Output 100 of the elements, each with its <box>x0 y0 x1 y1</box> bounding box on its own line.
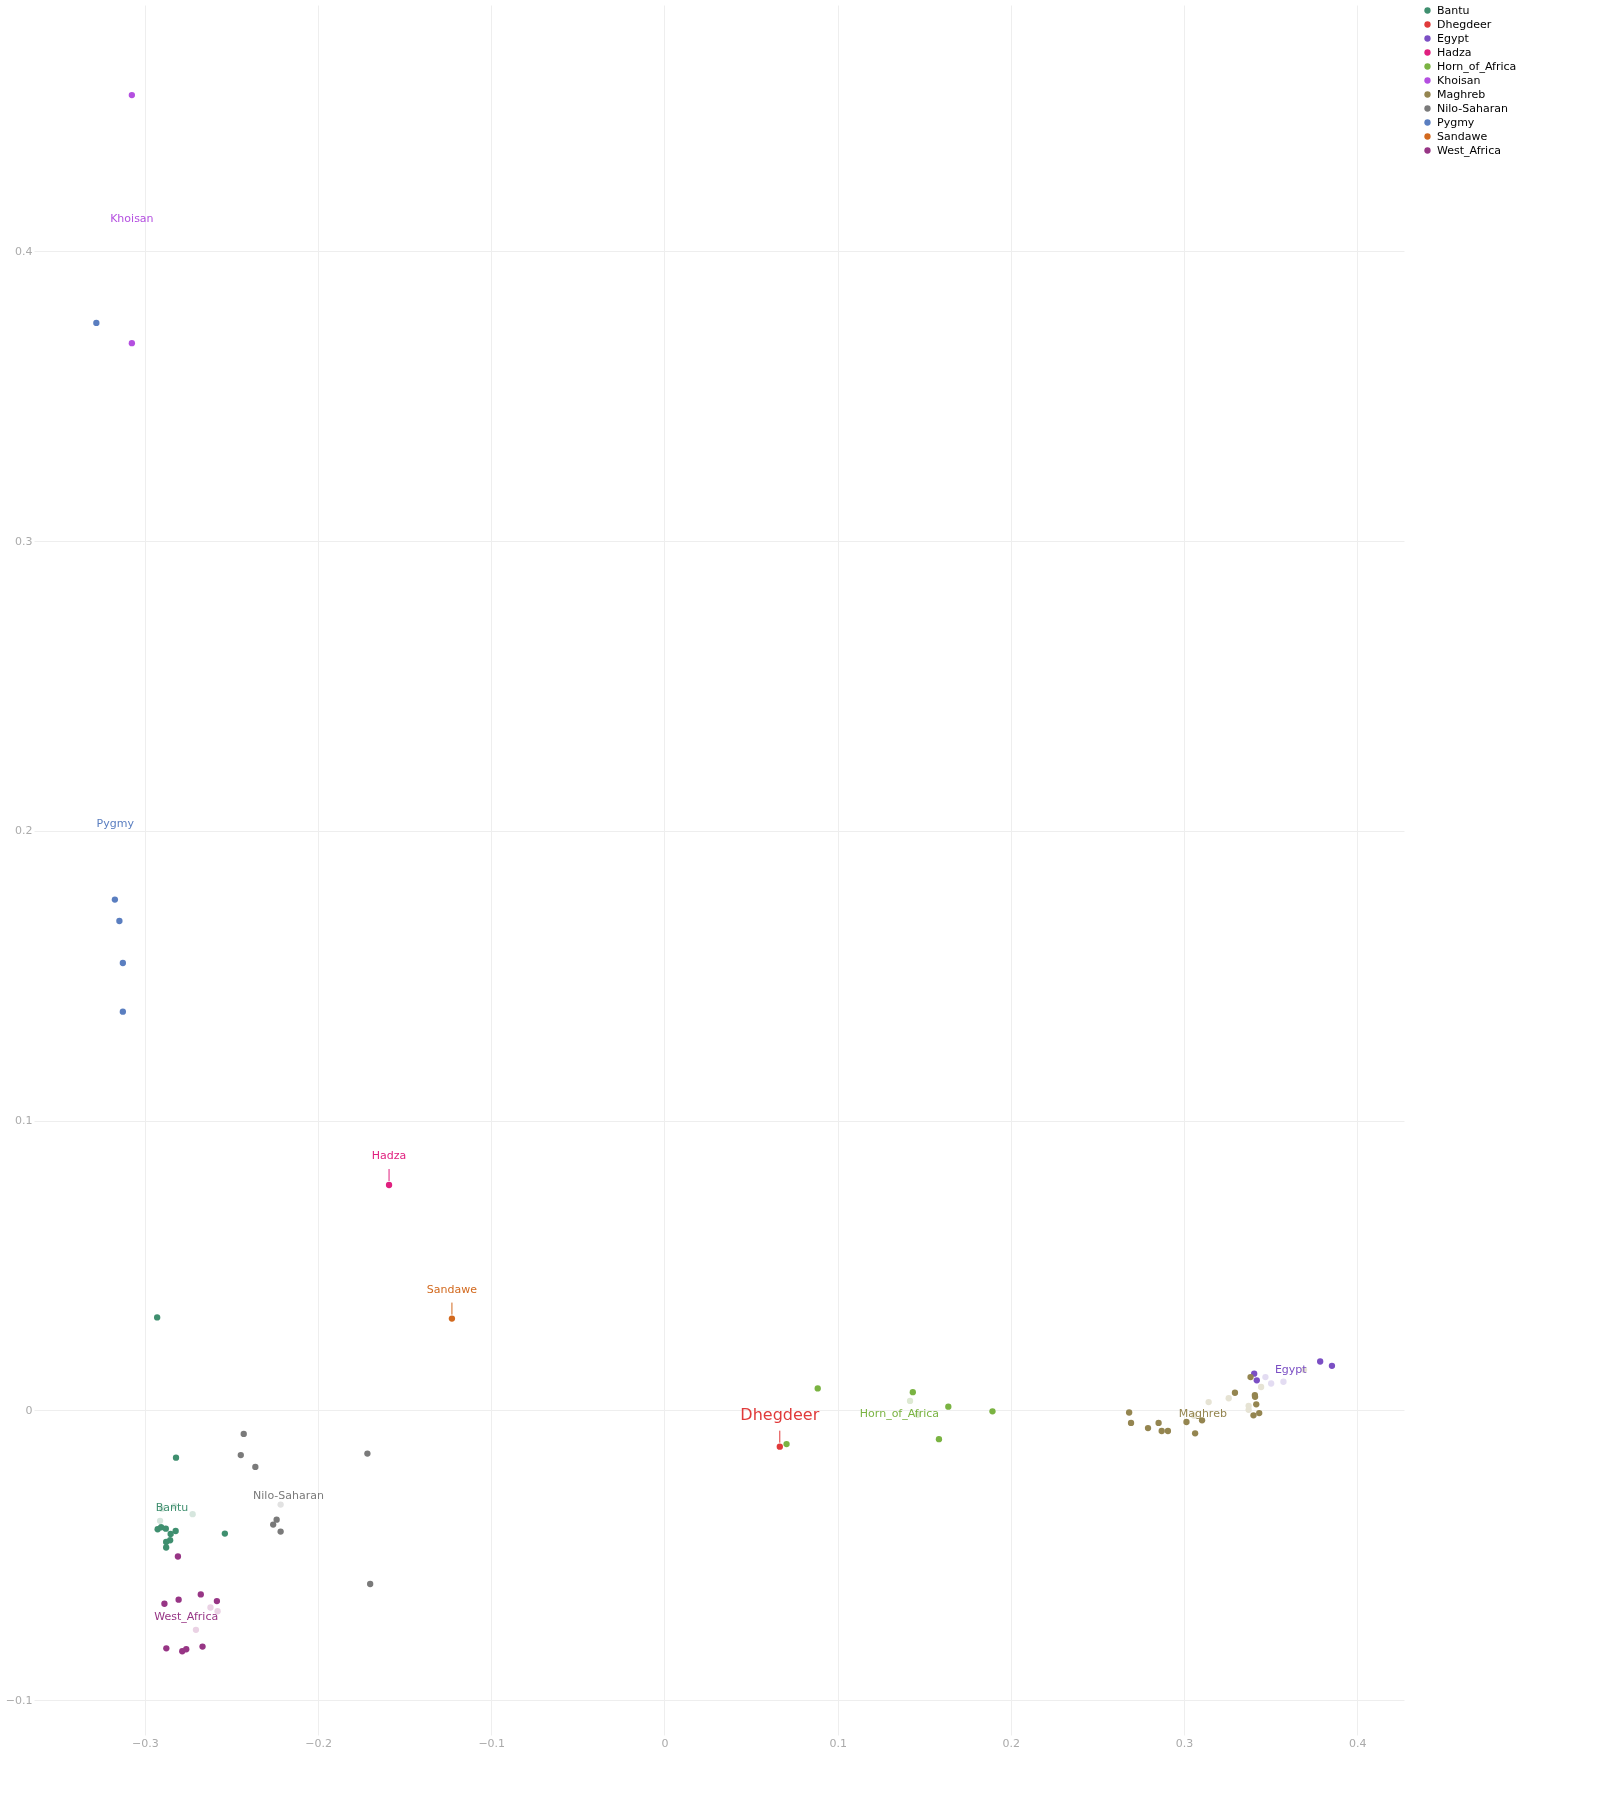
point <box>989 1408 996 1415</box>
point <box>199 1643 206 1650</box>
x-tick-label: 0.4 <box>1348 1736 1367 1750</box>
point <box>175 1596 182 1603</box>
point <box>161 1600 168 1607</box>
point <box>207 1604 214 1611</box>
y-tick-label: 0.4 <box>15 244 33 258</box>
point <box>1225 1395 1232 1402</box>
point <box>1205 1398 1212 1406</box>
point <box>167 1530 174 1538</box>
point <box>1257 1383 1265 1391</box>
point <box>1256 1409 1263 1417</box>
point <box>1247 1373 1254 1381</box>
point <box>1127 1419 1135 1427</box>
annotation: Nilo-Saharan <box>253 1489 324 1503</box>
point <box>1231 1389 1239 1396</box>
point <box>906 1397 914 1405</box>
point <box>128 91 136 99</box>
point <box>119 959 127 967</box>
legend-label: Bantu <box>1437 3 1470 17</box>
point <box>172 1454 180 1461</box>
point <box>189 1511 196 1518</box>
point <box>162 1525 169 1532</box>
y-tick-label: 0.3 <box>15 534 33 548</box>
point <box>1164 1427 1172 1435</box>
point <box>240 1430 247 1438</box>
point <box>270 1521 277 1528</box>
point <box>1317 1358 1324 1365</box>
point <box>783 1440 790 1448</box>
point <box>153 1314 161 1321</box>
x-tick-label: 0 <box>661 1736 669 1750</box>
x-tick-label: 0.1 <box>829 1736 847 1750</box>
annotation: Sandawe <box>426 1282 478 1296</box>
point <box>277 1528 284 1535</box>
point <box>197 1591 204 1598</box>
point <box>183 1646 190 1653</box>
x-tick-label: −0.3 <box>131 1736 159 1750</box>
point <box>162 1538 170 1546</box>
y-tick-label: 0.1 <box>15 1114 33 1128</box>
point <box>1262 1373 1269 1381</box>
x-tick-label: 0.2 <box>1002 1736 1021 1750</box>
point <box>1253 1401 1260 1408</box>
point <box>156 1517 164 1525</box>
point <box>162 1544 170 1551</box>
point <box>192 1626 200 1633</box>
point <box>237 1451 244 1459</box>
legend-label: Pygmy <box>1437 115 1475 129</box>
point <box>1328 1362 1336 1369</box>
point <box>174 1553 182 1560</box>
point <box>221 1530 229 1537</box>
y-tick-label: 0 <box>25 1403 33 1417</box>
point <box>116 917 123 925</box>
annotation: Maghreb <box>1178 1406 1227 1420</box>
point <box>935 1435 943 1443</box>
point <box>1250 1412 1257 1419</box>
point <box>172 1527 179 1535</box>
legend-label: Sandawe <box>1437 129 1488 143</box>
y-tick-label: 0.2 <box>15 824 33 838</box>
point <box>1280 1378 1287 1385</box>
point <box>448 1315 456 1322</box>
point <box>1125 1409 1133 1416</box>
point <box>945 1403 952 1410</box>
y-tick-label: −0.1 <box>5 1693 33 1707</box>
point <box>213 1597 221 1605</box>
x-tick-label: 0.3 <box>1175 1736 1194 1750</box>
legend-label: Nilo-Saharan <box>1437 101 1508 115</box>
x-tick-label: −0.1 <box>478 1736 506 1750</box>
x-tick-label: −0.2 <box>305 1736 332 1750</box>
annotation: Khoisan <box>110 212 154 226</box>
point <box>1253 1377 1260 1384</box>
annotation: Bantu <box>155 1501 189 1515</box>
annotation: West_Africa <box>154 1609 219 1623</box>
point <box>273 1516 280 1523</box>
legend-label: Dhegdeer <box>1437 17 1492 31</box>
point <box>1158 1427 1165 1435</box>
point <box>1267 1380 1275 1387</box>
point <box>277 1501 284 1508</box>
point <box>367 1580 374 1588</box>
legend-label: Horn_of_Africa <box>1437 59 1517 73</box>
legend-label: Hadza <box>1437 45 1472 59</box>
point <box>157 1524 165 1531</box>
legend-label: Egypt <box>1437 31 1470 45</box>
point <box>163 1645 170 1652</box>
annotation: Pygmy <box>96 816 135 830</box>
point <box>1144 1424 1152 1432</box>
point <box>128 340 136 347</box>
legend-label: Khoisan <box>1437 73 1481 87</box>
point <box>909 1389 916 1396</box>
point <box>252 1463 259 1471</box>
annotation: Egypt <box>1274 1363 1308 1377</box>
point <box>814 1385 821 1392</box>
point <box>111 896 119 903</box>
point <box>1155 1419 1162 1427</box>
point <box>93 319 100 327</box>
point <box>776 1443 783 1450</box>
legend-label: Maghreb <box>1437 87 1486 101</box>
annotation: Hadza <box>371 1148 407 1162</box>
annotation: Dhegdeer <box>740 1404 820 1424</box>
point <box>119 1008 127 1015</box>
point <box>364 1450 371 1457</box>
